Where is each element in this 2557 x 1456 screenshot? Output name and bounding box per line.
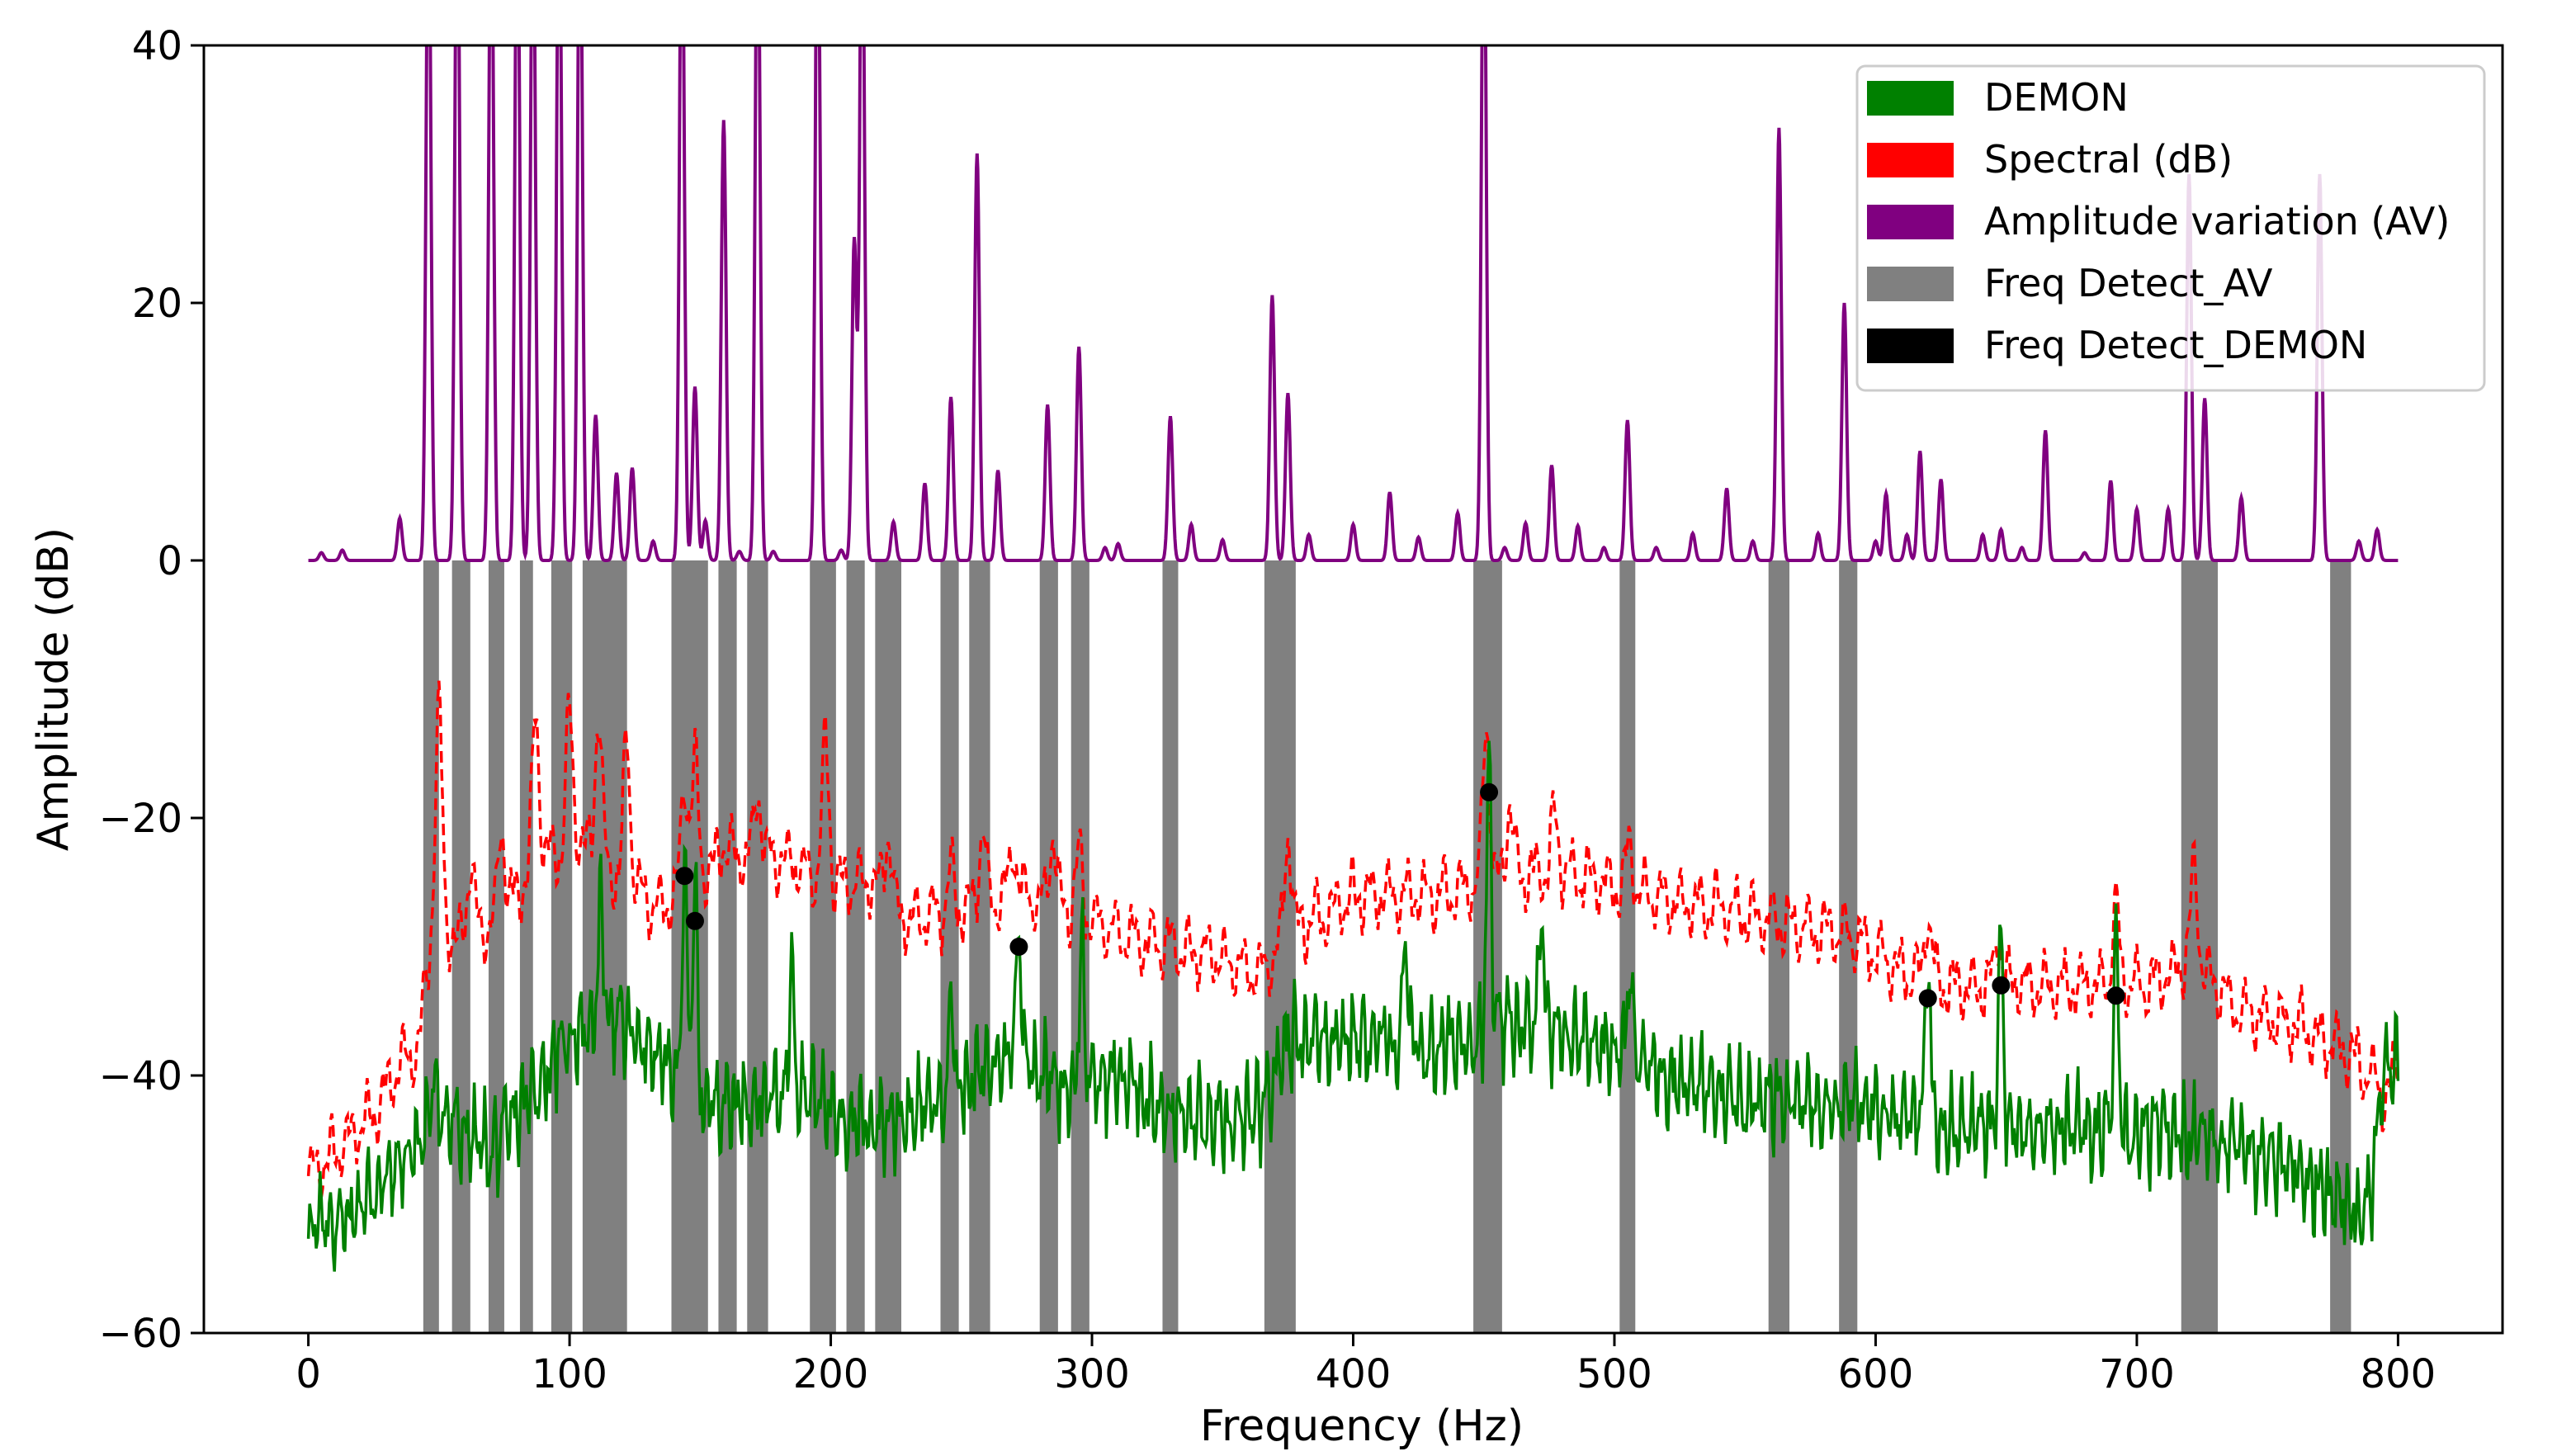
detect-av-band-6 <box>582 560 627 1333</box>
x-tick-label: 700 <box>2099 1351 2175 1397</box>
y-axis-ticks: −60 −40 −20 0 20 40 <box>99 23 204 1357</box>
detect-av-band-5 <box>551 560 573 1333</box>
y-tick-label: 20 <box>132 281 182 327</box>
detect-av-band-8 <box>718 560 737 1333</box>
series-av-line <box>308 45 2399 563</box>
x-tick-label: 0 <box>295 1351 321 1397</box>
detect-demon-point-4 <box>1480 782 1499 801</box>
detect-av-band-9 <box>747 560 768 1333</box>
detect-demon-point-2 <box>685 911 704 930</box>
legend-swatch-3 <box>1867 205 1954 239</box>
legend-swatch-1 <box>1867 81 1954 116</box>
x-tick-label: 100 <box>532 1351 607 1397</box>
freq-detect-demon-points <box>675 782 2125 1008</box>
legend-box <box>1855 64 2486 392</box>
y-tick-label: 40 <box>132 23 182 69</box>
detect-demon-point-7 <box>2106 986 2125 1005</box>
legend-swatch-5 <box>1867 329 1954 363</box>
detect-av-band-22 <box>1839 560 1858 1333</box>
detect-av-band-4 <box>519 560 533 1333</box>
detect-av-band-20 <box>1619 560 1636 1333</box>
legend-label-3: Amplitude variation (AV) <box>1984 199 2450 243</box>
detect-av-band-13 <box>940 560 959 1333</box>
detect-demon-point-5 <box>1918 989 1937 1008</box>
y-tick-label: −40 <box>99 1053 182 1099</box>
detect-av-band-19 <box>1473 560 1502 1333</box>
legend-swatch-2 <box>1867 143 1954 177</box>
legend: DEMON Spectral (dB) Amplitude variation (A… <box>1855 64 2486 392</box>
x-tick-label: 500 <box>1576 1351 1652 1397</box>
detect-av-band-3 <box>488 560 504 1333</box>
detect-av-band-7 <box>671 560 708 1333</box>
detect-av-band-11 <box>846 560 865 1333</box>
detect-av-band-18 <box>1264 560 1296 1333</box>
y-axis-label: Amplitude (dB) <box>29 527 78 851</box>
x-tick-label: 400 <box>1316 1351 1392 1397</box>
legend-label-1: DEMON <box>1984 75 2129 120</box>
detect-demon-point-3 <box>1009 938 1028 956</box>
legend-label-2: Spectral (dB) <box>1984 137 2233 182</box>
detect-demon-point-1 <box>675 867 694 886</box>
detect-av-band-14 <box>969 560 990 1333</box>
series-demon-line <box>306 740 2400 1272</box>
legend-label-4: Freq Detect_AV <box>1984 261 2273 305</box>
legend-label-5: Freq Detect_DEMON <box>1984 323 2367 367</box>
series-lines <box>306 45 2400 1272</box>
detect-av-band-10 <box>810 560 836 1333</box>
x-tick-label: 200 <box>793 1351 869 1397</box>
y-tick-label: −60 <box>99 1311 182 1357</box>
series-spectral-line <box>306 680 2400 1198</box>
detect-av-band-12 <box>875 560 901 1333</box>
detect-av-band-21 <box>1768 560 1790 1333</box>
legend-swatch-4 <box>1867 267 1954 301</box>
freq-detect-av-bands <box>423 560 2351 1333</box>
y-tick-label: −20 <box>99 796 182 842</box>
x-tick-label: 300 <box>1054 1351 1130 1397</box>
x-axis-label: Frequency (Hz) <box>1200 1402 1524 1451</box>
x-axis-ticks: 0 100 200 300 400 500 600 700 800 <box>295 1333 2436 1397</box>
x-tick-label: 800 <box>2361 1351 2436 1397</box>
y-tick-label: 0 <box>157 538 182 584</box>
detect-demon-point-6 <box>1992 976 2011 995</box>
detect-av-band-2 <box>451 560 470 1333</box>
detect-av-band-15 <box>1039 560 1058 1333</box>
x-tick-label: 600 <box>1838 1351 1914 1397</box>
